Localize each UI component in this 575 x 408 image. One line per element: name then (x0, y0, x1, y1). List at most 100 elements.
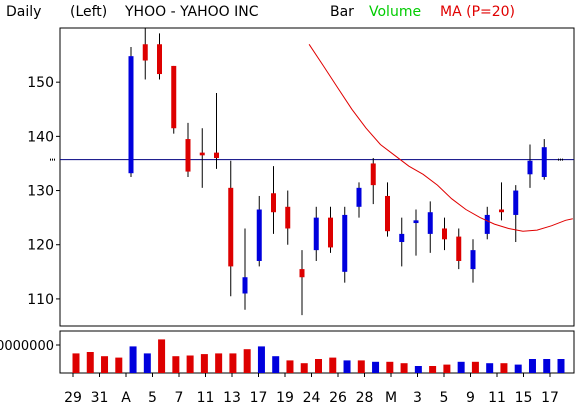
date-tick-label: 17 (250, 390, 268, 406)
volume-bar-up (457, 361, 465, 373)
candle-down (328, 217, 333, 248)
date-tick-label: 29 (64, 390, 82, 406)
volume-tick-label: 20000000 (0, 339, 54, 354)
candle-up (256, 209, 262, 261)
volume-bar-down (243, 349, 251, 373)
volume-bar-up (543, 359, 551, 373)
volume-bar-down (357, 360, 365, 373)
legend-ma: MA (P=20) (440, 4, 515, 20)
date-tick-label: 24 (303, 390, 321, 406)
volume-bar-up (514, 364, 522, 373)
candle-up (413, 220, 419, 224)
volume-bar-down (400, 363, 408, 373)
candle-down (157, 44, 162, 75)
volume-bar-down (386, 361, 394, 373)
volume-bar-down (315, 359, 322, 373)
candle-down (271, 193, 276, 213)
date-tick-label: 5 (440, 390, 449, 406)
volume-bar-down (329, 357, 337, 373)
price-tick-label: 110 (27, 292, 54, 308)
volume-bar-up (414, 366, 422, 373)
candle-up (356, 187, 362, 207)
volume-bar-down (86, 352, 94, 373)
chart-header: Daily (Left) YHOO - YAHOO INC Bar Volume… (6, 4, 515, 20)
volume-bar-down (286, 360, 294, 373)
date-tick-label: A (121, 390, 131, 406)
volume-bar-up (528, 359, 536, 373)
date-tick-label: 3 (413, 390, 422, 406)
moving-average-line (308, 44, 573, 232)
date-tick-label: 26 (329, 390, 347, 406)
volume-bar-down (200, 354, 208, 373)
price-tick-label: 120 (27, 238, 54, 254)
date-tick-label: 5 (148, 390, 157, 406)
price-tick-label: 140 (27, 129, 54, 145)
date-tick-label: 17 (541, 390, 559, 406)
date-tick-label: 9 (466, 390, 475, 406)
candle-up (470, 250, 476, 270)
candle-down (228, 187, 234, 267)
candle-down (442, 228, 447, 240)
volume-bar-up (272, 356, 280, 373)
legend-bar: Bar (330, 4, 354, 20)
volume-bar-up (129, 346, 137, 373)
volume-bar-down (429, 366, 437, 373)
candle-up (399, 233, 405, 243)
candle-up (541, 147, 547, 177)
date-tick-label: 19 (276, 390, 294, 406)
axis-side-label: (Left) (70, 4, 107, 20)
candle-down (214, 152, 219, 159)
candle-down (285, 206, 291, 229)
candle-down (299, 269, 305, 278)
candle-up (527, 160, 533, 175)
volume-axis: 20000000 (0, 339, 60, 354)
candle-down (199, 152, 205, 156)
volume-bar-down (172, 356, 180, 373)
price-tick-label: 130 (27, 184, 54, 200)
candle-up (128, 56, 134, 174)
volume-bar-up (486, 363, 494, 373)
candle-down (499, 209, 504, 213)
date-tick-label: 15 (515, 390, 533, 406)
volume-bar-up (257, 346, 265, 373)
candle-up (342, 214, 348, 272)
volume-bar-down (101, 356, 109, 373)
date-tick-label: 7 (175, 390, 184, 406)
candle-up (484, 214, 490, 234)
legend-volume: Volume (369, 4, 421, 20)
candle-up (513, 190, 519, 215)
volume-bar-down (215, 353, 223, 373)
candle-up (242, 277, 248, 294)
candlestick-series (128, 28, 547, 316)
volume-bar-down (500, 363, 508, 373)
moving-average-group (308, 44, 573, 232)
candle-down (142, 44, 148, 61)
price-axis: 110 120 130 140 150 (27, 75, 60, 308)
symbol-title: YHOO - YAHOO INC (124, 4, 259, 20)
volume-bar-up (372, 361, 380, 373)
candle-up (427, 212, 433, 234)
candle-down (456, 236, 462, 261)
date-tick-label: 13 (223, 390, 241, 406)
volume-bar-up (557, 359, 565, 373)
volume-bar-down (300, 363, 308, 373)
volume-bar-down (186, 355, 194, 373)
volume-bar-down (471, 361, 479, 373)
date-axis: 29 31 A 5 7 11 13 17 19 24 26 28 M 3 5 9 11 15 17 (64, 373, 559, 406)
volume-bar-up (343, 360, 351, 373)
candle-up (313, 217, 319, 251)
price-panel-frame (59, 27, 575, 327)
candle-down (171, 65, 177, 129)
candle-down (385, 195, 390, 232)
price-tick-label: 150 (27, 75, 54, 91)
volume-bar-down (443, 364, 451, 373)
candle-down (185, 139, 191, 172)
volume-bar-down (158, 339, 166, 373)
volume-series (72, 339, 565, 373)
volume-bar-down (115, 357, 123, 373)
date-tick-label: 28 (356, 390, 374, 406)
date-tick-label: 11 (197, 390, 215, 406)
volume-bar-down (72, 353, 80, 373)
candle-down (370, 163, 376, 186)
